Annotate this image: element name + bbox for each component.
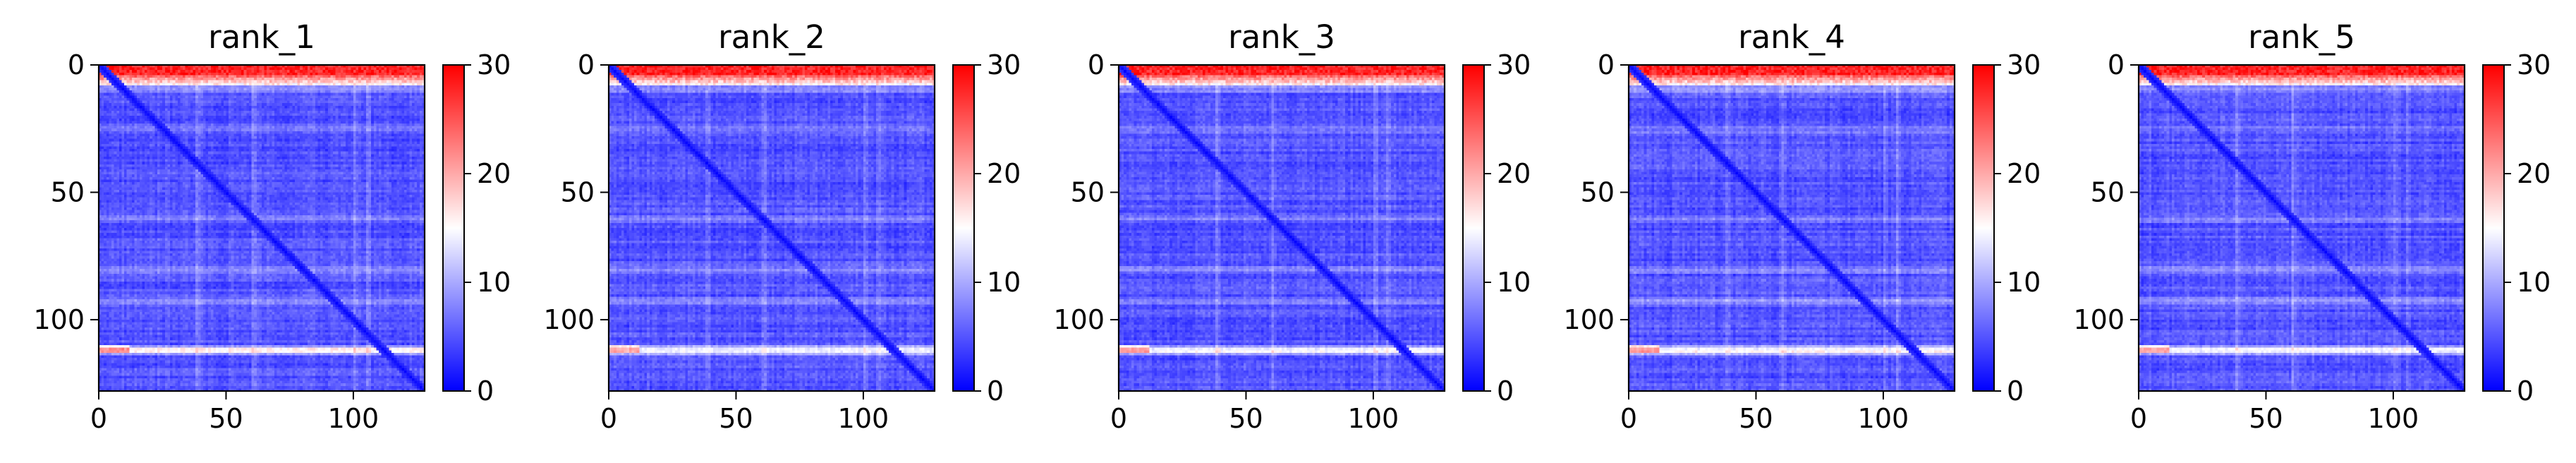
colorbar <box>2483 65 2504 391</box>
y-tick-label: 100 <box>33 304 85 335</box>
colorbar-tick-label: 20 <box>477 158 511 189</box>
panel-title: rank_3 <box>1228 18 1335 56</box>
x-tick-label: 100 <box>2368 403 2419 434</box>
x-tick-label: 0 <box>2130 403 2147 434</box>
x-tick-label: 50 <box>1229 403 1263 434</box>
y-tick-label: 50 <box>561 176 595 208</box>
y-tick-label: 100 <box>2073 304 2125 335</box>
colorbar-tick-label: 20 <box>1497 158 1531 189</box>
colorbar-tick-label: 30 <box>2007 49 2041 80</box>
plot-frame <box>97 64 426 392</box>
colorbar <box>443 65 464 391</box>
x-tick-label: 50 <box>209 403 243 434</box>
heatmap-image <box>2139 65 2465 391</box>
y-tick-label: 100 <box>1053 304 1105 335</box>
colorbar-tick-label: 20 <box>987 158 1021 189</box>
y-tick-label: 50 <box>1581 176 1615 208</box>
plot-frame <box>1627 64 1956 392</box>
x-tick-label: 100 <box>1348 403 1399 434</box>
y-tick-label: 50 <box>1071 176 1105 208</box>
colorbar-frame <box>2482 64 2505 392</box>
colorbar-tick-label: 30 <box>1497 49 1531 80</box>
x-tick-label: 50 <box>2249 403 2283 434</box>
colorbar-tick-label: 0 <box>2517 375 2534 407</box>
y-tick-label: 50 <box>2091 176 2125 208</box>
heatmap-panel-3: rank_3 0 50 100 0 50 100 0 10 20 30 <box>1053 18 1531 434</box>
x-tick-label: 0 <box>1110 403 1127 434</box>
colorbar-tick-label: 10 <box>477 267 511 298</box>
colorbar <box>1463 65 1484 391</box>
y-tick-label: 0 <box>578 49 595 80</box>
colorbar <box>1973 65 1994 391</box>
x-tick-label: 50 <box>719 403 753 434</box>
colorbar-tick-label: 20 <box>2517 158 2551 189</box>
plot-frame <box>1117 64 1446 392</box>
y-tick-label: 100 <box>543 304 595 335</box>
heatmap-panel-2: rank_2 0 50 100 0 50 100 0 10 20 30 <box>543 18 1021 434</box>
colorbar-frame <box>1462 64 1485 392</box>
x-tick-label: 100 <box>838 403 889 434</box>
colorbar-frame <box>442 64 465 392</box>
colorbar-tick-label: 30 <box>987 49 1021 80</box>
panel-title: rank_5 <box>2248 18 2355 56</box>
y-tick-label: 0 <box>68 49 85 80</box>
colorbar <box>953 65 974 391</box>
panel-title: rank_2 <box>718 18 825 56</box>
colorbar-tick-label: 10 <box>2007 267 2041 298</box>
heatmap-panel-5: rank_5 0 50 100 0 50 100 0 10 20 30 <box>2073 18 2551 434</box>
heatmap-image <box>99 65 425 391</box>
x-tick-label: 0 <box>1620 403 1637 434</box>
x-tick-label: 100 <box>1858 403 1909 434</box>
colorbar-tick-label: 0 <box>2007 375 2024 407</box>
colorbar-tick-label: 0 <box>1497 375 1514 407</box>
colorbar-tick-label: 0 <box>477 375 494 407</box>
x-tick-label: 100 <box>328 403 379 434</box>
panel-title: rank_4 <box>1738 18 1845 56</box>
colorbar-tick-label: 10 <box>2517 267 2551 298</box>
y-tick-label: 0 <box>2108 49 2125 80</box>
heatmap-image <box>1629 65 1955 391</box>
heatmap-panel-1: rank_1 0 50 100 0 50 100 0 10 20 30 <box>33 18 511 434</box>
y-tick-label: 0 <box>1598 49 1615 80</box>
x-tick-label: 0 <box>600 403 617 434</box>
colorbar-tick-label: 0 <box>987 375 1004 407</box>
colorbar-tick-label: 20 <box>2007 158 2041 189</box>
y-tick-label: 100 <box>1563 304 1615 335</box>
y-tick-label: 50 <box>51 176 85 208</box>
heatmap-panel-4: rank_4 0 50 100 0 50 100 0 10 20 30 <box>1563 18 2041 434</box>
x-tick-label: 0 <box>90 403 107 434</box>
panel-title: rank_1 <box>208 18 315 56</box>
colorbar-tick-label: 30 <box>477 49 511 80</box>
y-tick-label: 0 <box>1088 49 1105 80</box>
heatmap-image <box>609 65 935 391</box>
x-tick-label: 50 <box>1739 403 1773 434</box>
colorbar-tick-label: 10 <box>987 267 1021 298</box>
colorbar-frame <box>952 64 975 392</box>
plot-frame <box>607 64 936 392</box>
colorbar-frame <box>1972 64 1995 392</box>
plot-frame <box>2137 64 2466 392</box>
heatmap-image <box>1119 65 1445 391</box>
colorbar-tick-label: 10 <box>1497 267 1531 298</box>
colorbar-tick-label: 30 <box>2517 49 2551 80</box>
